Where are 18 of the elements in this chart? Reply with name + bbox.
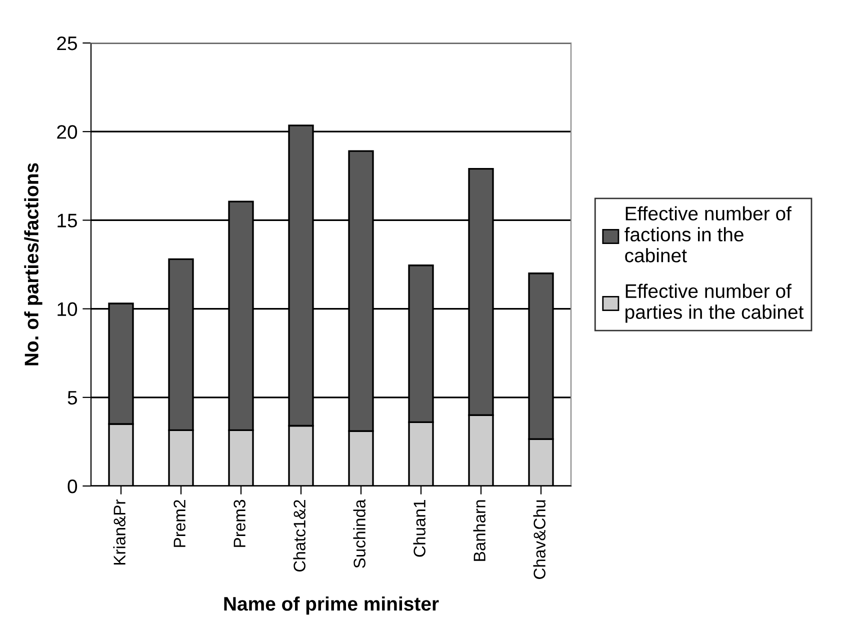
y-tick-label: 25 xyxy=(57,36,77,50)
y-tick-label: 10 xyxy=(58,302,78,316)
x-tick-label: Suchinda xyxy=(353,499,366,568)
legend-label: Effective number of factions in the cabinet xyxy=(624,206,792,262)
y-tick-label: 20 xyxy=(57,125,78,139)
x-tick-label: Prem3 xyxy=(234,500,246,547)
y-tick-label: 5 xyxy=(68,391,77,405)
x-tick-label: Banharn xyxy=(473,500,486,561)
y-tick-label: 0 xyxy=(68,479,78,494)
x-axis-title: Name of prime minister xyxy=(224,596,439,615)
x-tick-label: Chuan1 xyxy=(413,500,426,557)
y-axis-title: No. of parties/factions xyxy=(24,163,42,366)
x-tick-label: Prem2 xyxy=(174,500,186,547)
y-tick-label: 15 xyxy=(58,214,77,228)
x-tick-label: Chatc1&2 xyxy=(293,500,306,572)
x-tick-label: Krian&Pr xyxy=(113,499,126,565)
legend-label: Effective number of parties in the cabinet xyxy=(626,284,804,323)
x-tick-label: Chav&Chu xyxy=(533,500,546,579)
